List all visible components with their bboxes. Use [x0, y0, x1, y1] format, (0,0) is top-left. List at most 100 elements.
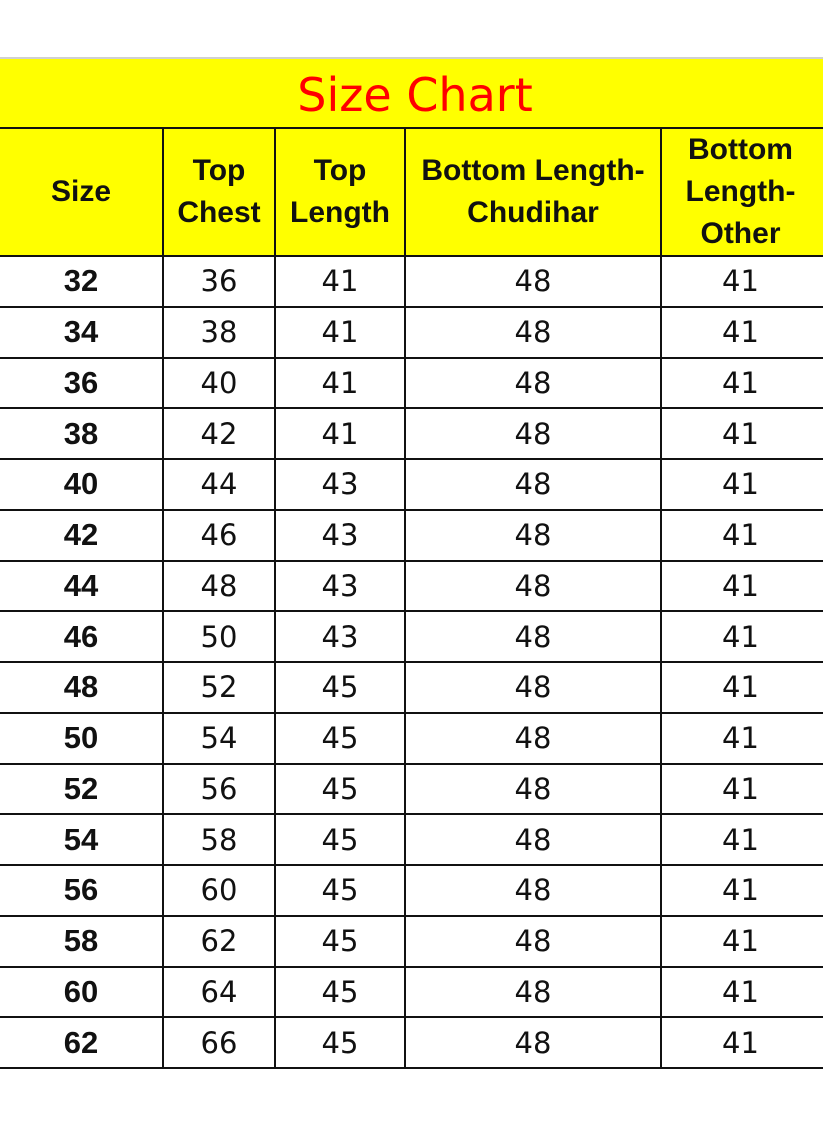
cell-top-length: 41: [274, 356, 406, 410]
cell-bottom-length-chudihar: 48: [404, 559, 662, 613]
cell-top-chest: 46: [162, 508, 276, 562]
header-row: Size Top Chest Top Length Bottom Length-…: [0, 127, 823, 257]
cell-top-chest: 44: [162, 458, 276, 511]
cell-size: 36: [0, 356, 164, 410]
table-row: 40 44 43 48 41: [0, 458, 823, 511]
header-bottom-length-other: Bottom Length-Other: [660, 127, 823, 257]
cell-top-length: 45: [274, 914, 406, 968]
cell-size: 46: [0, 610, 164, 663]
cell-bottom-length-other: 41: [660, 1016, 823, 1069]
cell-top-chest: 38: [162, 305, 276, 359]
cell-bottom-length-other: 41: [660, 407, 823, 460]
cell-size: 44: [0, 559, 164, 613]
table-row: 54 58 45 48 41: [0, 813, 823, 866]
cell-size: 54: [0, 813, 164, 866]
cell-top-chest: 50: [162, 610, 276, 663]
cell-top-chest: 62: [162, 914, 276, 968]
header-top-length: Top Length: [274, 127, 406, 257]
size-table: Size Top Chest Top Length Bottom Length-…: [0, 127, 823, 1069]
cell-top-chest: 54: [162, 711, 276, 765]
cell-bottom-length-other: 41: [660, 559, 823, 613]
table-row: 46 50 43 48 41: [0, 610, 823, 663]
cell-size: 48: [0, 661, 164, 714]
table-row: 62 66 45 48 41: [0, 1016, 823, 1069]
header-top-chest: Top Chest: [162, 127, 276, 257]
cell-bottom-length-chudihar: 48: [404, 305, 662, 359]
table-row: 48 52 45 48 41: [0, 661, 823, 714]
cell-size: 40: [0, 458, 164, 511]
header-bottom-length-chudihar: Bottom Length-Chudihar: [404, 127, 662, 257]
cell-top-length: 41: [274, 305, 406, 359]
cell-size: 38: [0, 407, 164, 460]
cell-top-length: 45: [274, 661, 406, 714]
cell-bottom-length-chudihar: 48: [404, 1016, 662, 1069]
cell-top-length: 45: [274, 965, 406, 1019]
table-row: 50 54 45 48 41: [0, 711, 823, 765]
cell-top-length: 45: [274, 813, 406, 866]
cell-size: 58: [0, 914, 164, 968]
cell-top-chest: 42: [162, 407, 276, 460]
cell-bottom-length-chudihar: 48: [404, 610, 662, 663]
cell-top-length: 43: [274, 458, 406, 511]
cell-top-length: 41: [274, 407, 406, 460]
cell-bottom-length-other: 41: [660, 356, 823, 410]
table-row: 52 56 45 48 41: [0, 762, 823, 816]
cell-top-length: 45: [274, 864, 406, 917]
cell-bottom-length-chudihar: 48: [404, 914, 662, 968]
size-chart: Size Chart Size Top Chest Top Length Bot…: [0, 57, 823, 1069]
cell-top-length: 43: [274, 508, 406, 562]
cell-bottom-length-other: 41: [660, 255, 823, 308]
table-row: 32 36 41 48 41: [0, 255, 823, 308]
cell-bottom-length-other: 41: [660, 914, 823, 968]
cell-top-length: 41: [274, 255, 406, 308]
cell-size: 52: [0, 762, 164, 816]
table-row: 60 64 45 48 41: [0, 965, 823, 1019]
cell-top-chest: 52: [162, 661, 276, 714]
cell-bottom-length-chudihar: 48: [404, 711, 662, 765]
header-size: Size: [0, 127, 164, 257]
cell-size: 50: [0, 711, 164, 765]
table-row: 42 46 43 48 41: [0, 508, 823, 562]
cell-top-chest: 64: [162, 965, 276, 1019]
cell-top-length: 45: [274, 762, 406, 816]
cell-bottom-length-chudihar: 48: [404, 661, 662, 714]
cell-bottom-length-chudihar: 48: [404, 813, 662, 866]
cell-size: 56: [0, 864, 164, 917]
cell-bottom-length-chudihar: 48: [404, 255, 662, 308]
cell-top-chest: 66: [162, 1016, 276, 1069]
cell-size: 42: [0, 508, 164, 562]
cell-top-length: 45: [274, 711, 406, 765]
cell-bottom-length-chudihar: 48: [404, 458, 662, 511]
table-body: 32 36 41 48 41 34 38 41 48 41 36 40 41 48 41 38 42 41 48 41…: [0, 255, 823, 1069]
cell-top-length: 43: [274, 610, 406, 663]
cell-bottom-length-other: 41: [660, 864, 823, 917]
cell-bottom-length-other: 41: [660, 813, 823, 866]
cell-top-chest: 56: [162, 762, 276, 816]
cell-bottom-length-other: 41: [660, 762, 823, 816]
cell-top-length: 43: [274, 559, 406, 613]
cell-bottom-length-other: 41: [660, 305, 823, 359]
cell-size: 34: [0, 305, 164, 359]
table-row: 38 42 41 48 41: [0, 407, 823, 460]
cell-bottom-length-other: 41: [660, 458, 823, 511]
table-row: 34 38 41 48 41: [0, 305, 823, 359]
table-row: 58 62 45 48 41: [0, 914, 823, 968]
cell-size: 60: [0, 965, 164, 1019]
cell-bottom-length-chudihar: 48: [404, 965, 662, 1019]
cell-top-chest: 48: [162, 559, 276, 613]
cell-bottom-length-chudihar: 48: [404, 407, 662, 460]
table-row: 56 60 45 48 41: [0, 864, 823, 917]
cell-bottom-length-chudihar: 48: [404, 508, 662, 562]
cell-bottom-length-other: 41: [660, 508, 823, 562]
cell-top-length: 45: [274, 1016, 406, 1069]
cell-size: 32: [0, 255, 164, 308]
cell-size: 62: [0, 1016, 164, 1069]
table-row: 36 40 41 48 41: [0, 356, 823, 410]
cell-bottom-length-other: 41: [660, 661, 823, 714]
cell-top-chest: 40: [162, 356, 276, 410]
cell-bottom-length-other: 41: [660, 965, 823, 1019]
cell-bottom-length-other: 41: [660, 711, 823, 765]
cell-top-chest: 60: [162, 864, 276, 917]
table-row: 44 48 43 48 41: [0, 559, 823, 613]
cell-bottom-length-chudihar: 48: [404, 864, 662, 917]
